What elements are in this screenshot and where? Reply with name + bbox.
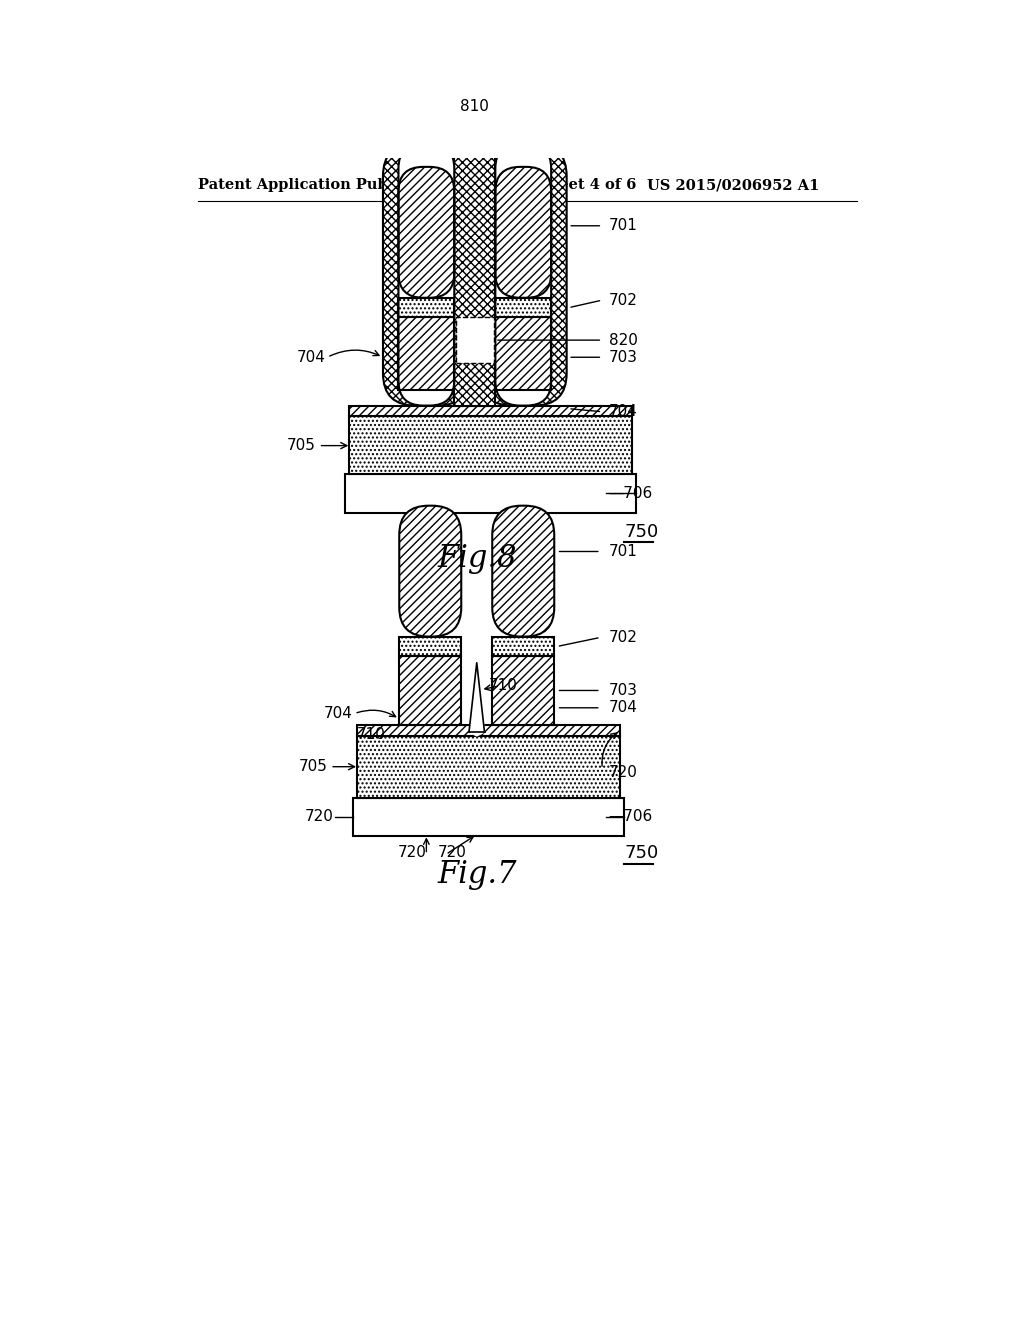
Text: 701: 701 <box>608 544 637 558</box>
Text: 720: 720 <box>397 845 426 861</box>
Text: 750: 750 <box>624 523 658 541</box>
Text: 704: 704 <box>324 706 352 721</box>
Text: 703: 703 <box>608 682 638 698</box>
Bar <box>493 656 554 725</box>
Text: 720: 720 <box>438 845 467 861</box>
FancyBboxPatch shape <box>496 144 551 405</box>
Bar <box>345 474 636 512</box>
Bar <box>349 416 632 474</box>
Bar <box>493 636 554 656</box>
FancyBboxPatch shape <box>480 144 566 405</box>
Text: 705: 705 <box>287 438 347 453</box>
Text: 702: 702 <box>608 293 637 308</box>
FancyBboxPatch shape <box>496 166 551 298</box>
FancyBboxPatch shape <box>383 144 470 405</box>
Text: 704: 704 <box>608 701 637 715</box>
FancyBboxPatch shape <box>493 506 554 636</box>
Text: US 2015/0206952 A1: US 2015/0206952 A1 <box>647 178 819 193</box>
Text: 720: 720 <box>608 766 637 780</box>
Text: —706: —706 <box>608 486 652 500</box>
Text: 710: 710 <box>356 727 385 742</box>
Text: Fig.7: Fig.7 <box>437 859 516 890</box>
FancyBboxPatch shape <box>399 506 461 636</box>
Text: 702: 702 <box>608 630 637 645</box>
Text: 750: 750 <box>624 843 658 862</box>
Text: 820: 820 <box>608 333 637 347</box>
Bar <box>398 298 455 317</box>
Bar <box>399 636 461 656</box>
Text: 705: 705 <box>299 759 354 775</box>
Text: 704: 704 <box>608 404 637 420</box>
Text: Patent Application Publication: Patent Application Publication <box>198 178 450 193</box>
Text: 703: 703 <box>608 350 638 364</box>
Bar <box>455 144 496 405</box>
Text: 710: 710 <box>488 678 517 693</box>
FancyBboxPatch shape <box>398 144 455 405</box>
Bar <box>349 405 632 416</box>
FancyBboxPatch shape <box>398 166 455 298</box>
Bar <box>356 737 621 797</box>
Text: —706: —706 <box>608 809 652 824</box>
Bar <box>496 298 551 317</box>
Text: 720: 720 <box>304 809 334 824</box>
Bar <box>352 797 624 836</box>
Text: 810: 810 <box>461 99 489 115</box>
Bar <box>398 317 455 391</box>
Text: Fig.8: Fig.8 <box>437 544 516 574</box>
Text: Jul. 23, 2015  Sheet 4 of 6: Jul. 23, 2015 Sheet 4 of 6 <box>423 178 636 193</box>
Polygon shape <box>469 663 484 737</box>
Bar <box>496 317 551 391</box>
Bar <box>457 317 495 363</box>
Text: 701: 701 <box>608 218 637 234</box>
Bar <box>356 725 621 737</box>
Text: 704: 704 <box>297 350 326 364</box>
Bar <box>399 656 461 725</box>
